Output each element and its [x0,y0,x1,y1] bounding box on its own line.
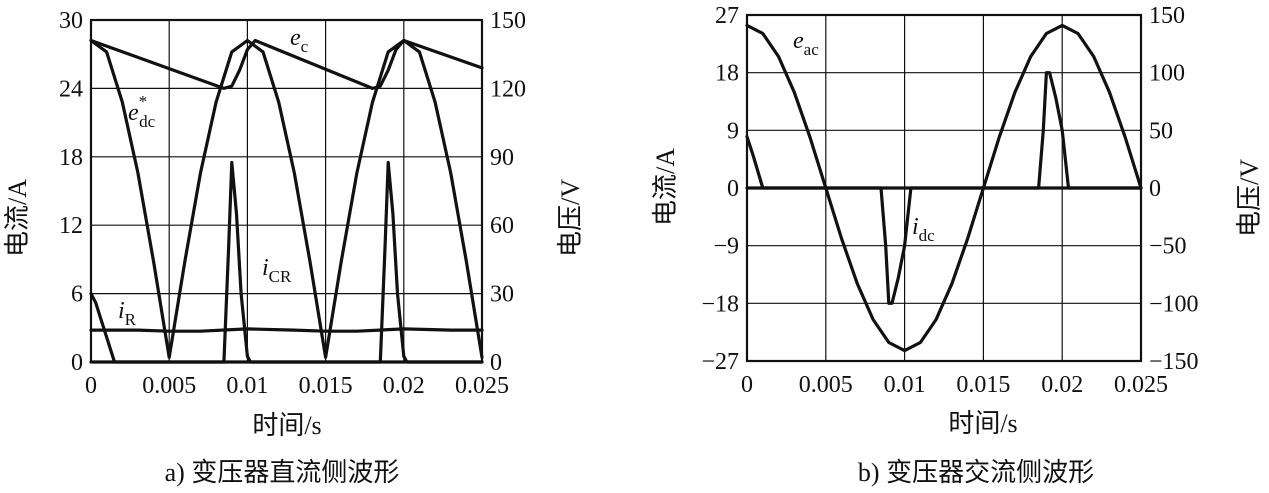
series-label: eac [793,28,819,59]
panel-b-chart: 0 0.005 0.01 0.015 0.02 0.025 27 18 9 0 −9 −18 −27 15… [651,3,1264,487]
y-left-tick-label: 18 [715,61,739,87]
y-right-tick-label: 150 [1149,3,1185,29]
panel-caption: b) 变压器交流侧波形 [858,458,1094,487]
y-left-tick-label: 6 [71,282,83,308]
y-right-tick-label: 0 [490,350,502,376]
series-line-i-dc [745,135,1143,305]
series-label: iCR [262,255,292,286]
y-right-axis-label: 电压/V [556,179,585,257]
series-label: e* dc [128,92,156,131]
x-tick-label: 0 [85,373,97,399]
y-right-tick-label: 150 [490,8,526,34]
x-tick-label: 0.025 [1114,372,1168,398]
y-left-axis-label: 电流/A [651,148,680,226]
panel-caption: a) 变压器直流侧波形 [165,458,400,487]
y-right-tick-label: −50 [1149,234,1187,260]
series-line-e-c [89,38,484,91]
series-label: ec [290,25,309,56]
y-right-tick-label: 50 [1149,118,1173,144]
series-line-e-dc [89,38,484,359]
y-left-tick-label: −27 [701,349,739,375]
x-tick-label: 0.025 [455,373,509,399]
series-line-i-dc-cycle2 [745,71,1143,190]
y-left-tick-label: −18 [701,291,739,317]
y-right-tick-label: 100 [1149,61,1185,87]
plot-frame [89,18,484,364]
y-right-tick-label: 90 [490,145,514,171]
y-right-axis-label: 电压/V [1235,159,1264,237]
y-left-tick-label: 27 [715,3,739,29]
y-left-tick-label: −9 [713,234,739,260]
series-label: iR [118,298,137,329]
series-line-i-R [89,327,484,333]
y-left-tick-label: 24 [59,76,83,102]
y-left-tick-label: 30 [59,8,83,34]
y-right-tick-label: 30 [490,282,514,308]
series-line-e-ac [745,23,1143,353]
x-tick-label: 0.02 [383,373,425,399]
y-right-tick-label: −150 [1149,349,1199,375]
x-tick-label: 0.005 [142,373,196,399]
x-tick-label: 0.01 [884,372,926,398]
y-right-tick-label: −100 [1149,291,1199,317]
x-tick-label: 0.01 [226,373,268,399]
y-left-tick-label: 12 [59,213,83,239]
series-line-i-initial [89,292,484,364]
y-left-axis-label: 电流/A [3,179,32,257]
x-axis-label: 时间/s [252,411,321,440]
x-tick-label: 0.005 [799,372,853,398]
x-tick-label: 0.015 [299,373,353,399]
x-tick-label: 0.02 [1041,372,1083,398]
y-right-tick-label: 60 [490,213,514,239]
series-label: idc [912,214,935,245]
y-left-tick-label: 0 [71,350,83,376]
panel-a-chart: 0 0.005 0.01 0.015 0.02 0.0250612182430030609… [3,8,585,487]
y-right-tick-label: 120 [490,76,526,102]
x-tick-label: 0.015 [956,372,1010,398]
x-axis-label: 时间/s [948,409,1017,438]
x-tick-label: 0 [741,372,753,398]
y-left-tick-label: 9 [727,118,739,144]
y-right-tick-label: 0 [1149,176,1161,202]
y-left-tick-label: 18 [59,145,83,171]
y-left-tick-label: 0 [727,176,739,202]
